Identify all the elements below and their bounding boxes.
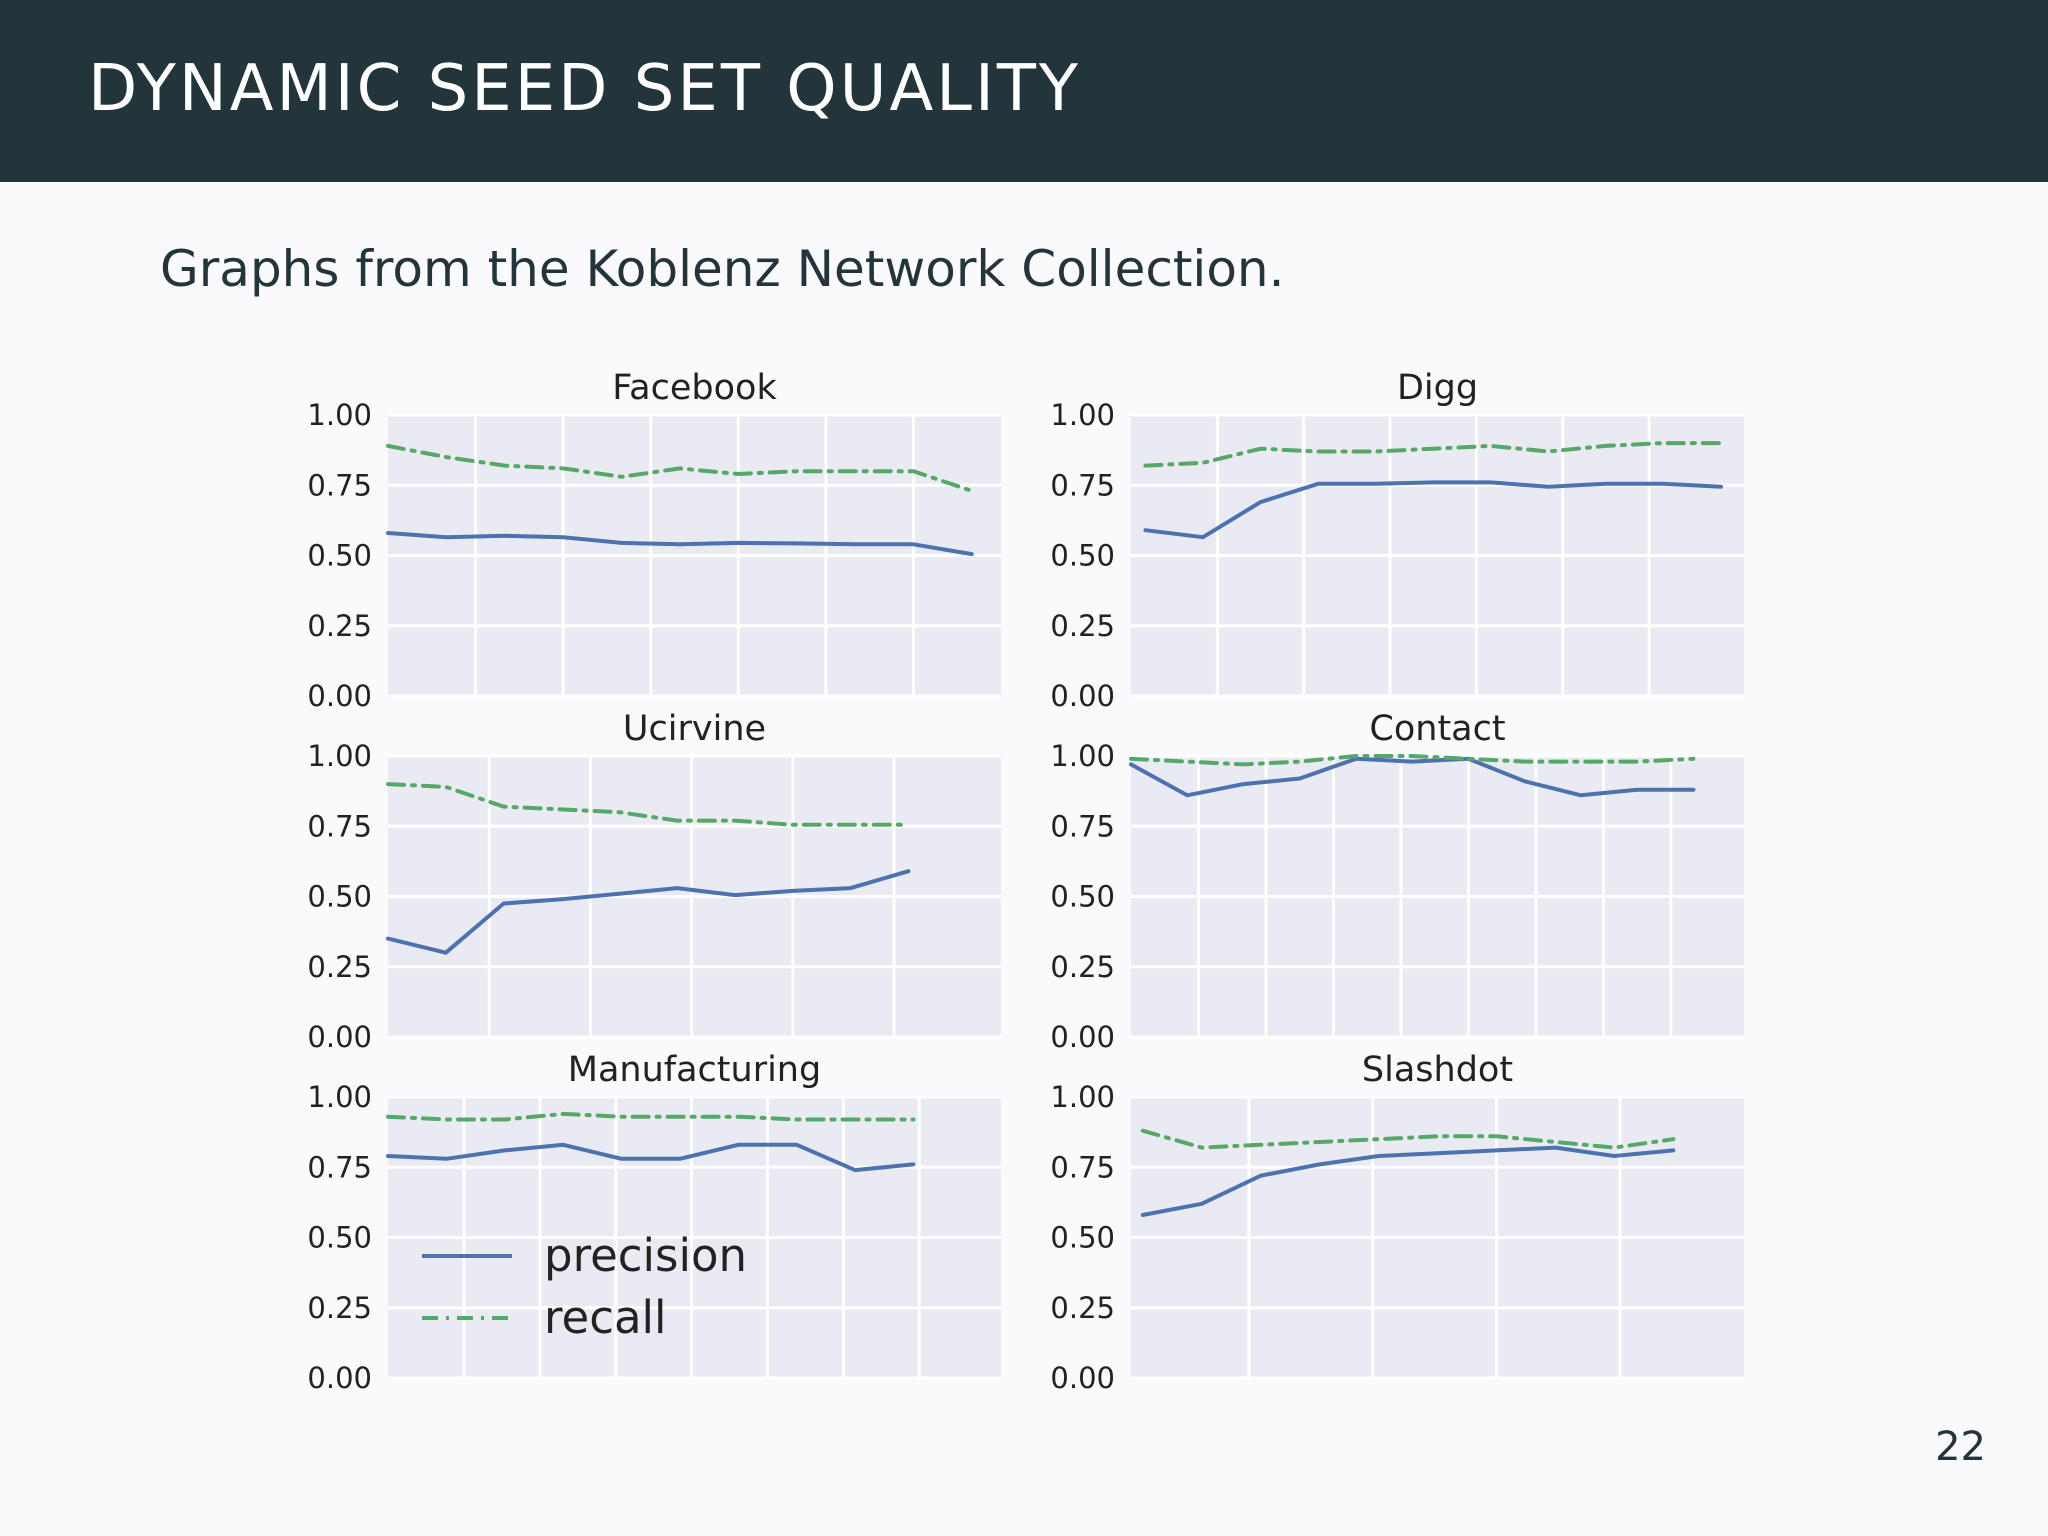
page-number: 22 xyxy=(1935,1424,1986,1470)
ytick-label: 1.00 xyxy=(1050,398,1115,432)
panel-title: Slashdot xyxy=(1362,1050,1513,1090)
panel-digg: 0.00 0.25 0.50 0.75 1.00 Digg xyxy=(1050,368,1744,713)
ytick-label: 0.00 xyxy=(307,1361,372,1395)
panel-manufacturing: 0.00 0.25 0.50 0.75 1.00 Manufacturing xyxy=(307,1050,1001,1395)
ytick-label: 0.75 xyxy=(1050,809,1115,843)
series-line-precision xyxy=(1140,1145,1676,1217)
panel-slashdot: 0.00 0.25 0.50 0.75 1.00 Slashdot xyxy=(1050,1050,1744,1395)
ytick-label: 0.25 xyxy=(1050,1291,1115,1325)
panel-ucirvine: 0.00 0.25 0.50 0.75 1.00 Ucirvine xyxy=(307,709,1001,1054)
series-line-precision xyxy=(386,1142,916,1173)
series-line-precision xyxy=(1143,480,1723,540)
series-line-recall xyxy=(1129,754,1696,767)
panel-facebook: 0.00 0.25 0.50 0.75 1.00 Facebook xyxy=(307,368,1001,713)
series-line-recall xyxy=(386,443,974,493)
series-line-precision xyxy=(1129,756,1696,798)
ytick-label: 0.50 xyxy=(1050,880,1115,914)
ytick-label: 1.00 xyxy=(307,1080,372,1114)
slide-header: DYNAMIC SEED SET QUALITY xyxy=(0,0,2048,182)
ytick-label: 0.75 xyxy=(307,1150,372,1184)
ytick-label: 1.00 xyxy=(1050,739,1115,773)
ytick-label: 0.25 xyxy=(307,609,372,643)
ytick-label: 0.25 xyxy=(307,1291,372,1325)
legend-label-recall: recall xyxy=(544,1291,667,1344)
ytick-label: 0.25 xyxy=(1050,609,1115,643)
ytick-label: 0.00 xyxy=(1050,1020,1115,1054)
panel-title: Ucirvine xyxy=(623,709,766,749)
panel-title: Contact xyxy=(1369,709,1505,749)
ytick-label: 0.75 xyxy=(307,809,372,843)
panel-title: Facebook xyxy=(612,368,777,408)
series-line-recall xyxy=(386,1111,916,1122)
ytick-label: 1.00 xyxy=(1050,1080,1115,1114)
series-line-precision xyxy=(386,531,974,557)
ytick-label: 1.00 xyxy=(307,398,372,432)
series-line-recall xyxy=(1143,441,1723,468)
panel-title: Digg xyxy=(1397,368,1478,408)
ytick-label: 0.50 xyxy=(1050,1221,1115,1255)
legend: precision recall xyxy=(422,1229,747,1344)
ytick-label: 0.50 xyxy=(307,539,372,573)
panel-title: Manufacturing xyxy=(568,1050,821,1090)
ytick-label: 0.25 xyxy=(1050,950,1115,984)
ytick-label: 0.00 xyxy=(1050,679,1115,713)
ytick-label: 0.50 xyxy=(307,880,372,914)
ytick-label: 0.75 xyxy=(1050,468,1115,502)
ytick-label: 0.75 xyxy=(307,468,372,502)
ytick-label: 0.00 xyxy=(307,1020,372,1054)
ytick-label: 0.50 xyxy=(307,1221,372,1255)
ytick-label: 1.00 xyxy=(307,739,372,773)
slide-title: DYNAMIC SEED SET QUALITY xyxy=(88,52,1081,126)
legend-label-precision: precision xyxy=(544,1229,747,1282)
ytick-label: 0.00 xyxy=(1050,1361,1115,1395)
ytick-label: 0.25 xyxy=(307,950,372,984)
ytick-label: 0.00 xyxy=(307,679,372,713)
series-line-recall xyxy=(386,782,911,827)
ytick-label: 0.50 xyxy=(1050,539,1115,573)
ytick-label: 0.75 xyxy=(1050,1150,1115,1184)
series-line-recall xyxy=(1140,1128,1676,1150)
series-line-precision xyxy=(386,869,911,955)
slide-subtitle: Graphs from the Koblenz Network Collecti… xyxy=(160,240,1285,298)
panel-contact: 0.00 0.25 0.50 0.75 1.00 Contact xyxy=(1050,709,1744,1054)
